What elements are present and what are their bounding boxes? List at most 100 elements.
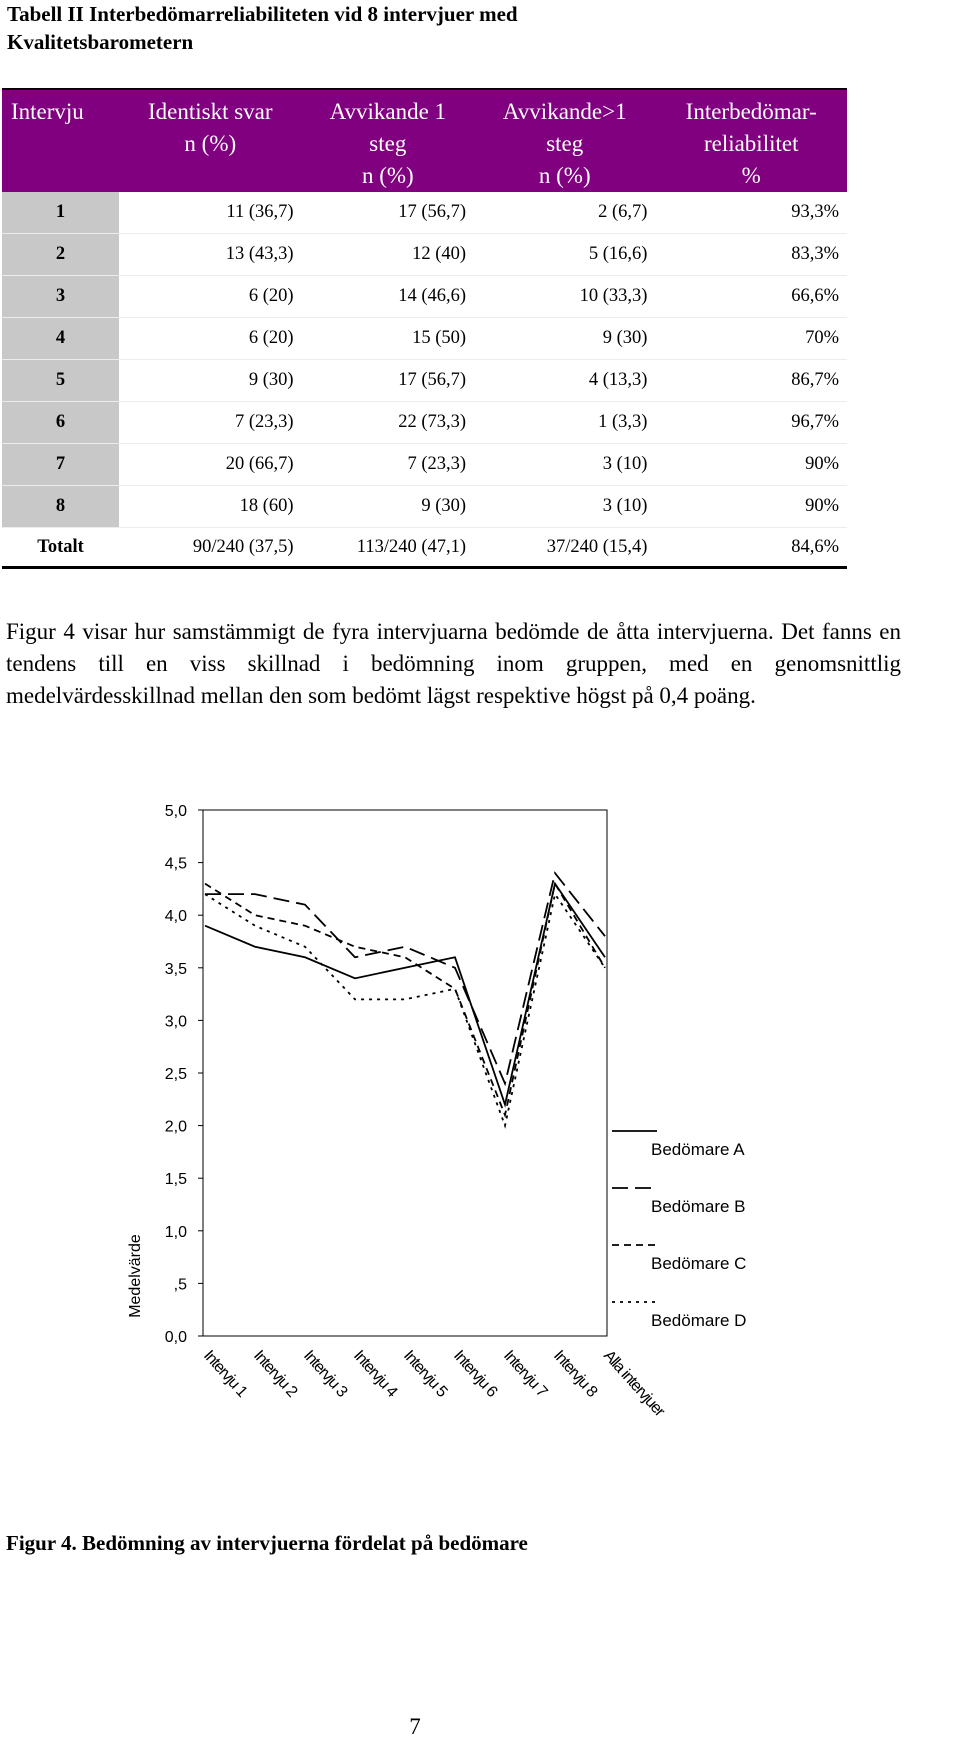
header-intervju: Intervju bbox=[2, 88, 119, 192]
table-cell: 90/240 (37,5) bbox=[119, 527, 302, 569]
x-tick-label: Intervju 7 bbox=[500, 1347, 551, 1401]
table-cell: 96,7% bbox=[655, 401, 847, 444]
table-row: 4 6 (20) 15 (50) 9 (30) 70% bbox=[2, 317, 847, 360]
table-row: 2 13 (43,3) 12 (40) 5 (16,6) 83,3% bbox=[2, 233, 847, 276]
table-row: 1 11 (36,7) 17 (56,7) 2 (6,7) 93,3% bbox=[2, 192, 847, 234]
header-avvikande-over-1-steg: Avvikande>1 steg n (%) bbox=[474, 88, 656, 192]
legend-label: Bedömare A bbox=[651, 1140, 745, 1159]
header-line: n (%) bbox=[361, 163, 414, 188]
table-row: 5 9 (30) 17 (56,7) 4 (13,3) 86,7% bbox=[2, 359, 847, 402]
y-tick-label: 3,0 bbox=[165, 1013, 187, 1030]
table-cell: 3 (10) bbox=[474, 485, 656, 528]
y-tick-label: 2,0 bbox=[165, 1119, 187, 1136]
series-line-3 bbox=[204, 881, 606, 1119]
row-label: 2 bbox=[2, 233, 119, 276]
header-line: reliabilitet bbox=[703, 131, 799, 156]
line-chart: 0,0 ,5 1,0 1,5 2,0 2,5 3,0 3,5 4,0 4,5 5,0 Medelvär… bbox=[127, 803, 746, 1421]
table-cell: 86,7% bbox=[655, 359, 847, 402]
table-cell: 113/240 (47,1) bbox=[301, 527, 475, 569]
table-title: Tabell II Interbedömarreliabiliteten vid… bbox=[7, 0, 767, 56]
table-cell: 15 (50) bbox=[301, 317, 475, 360]
x-tick-label: Intervju 3 bbox=[300, 1347, 351, 1401]
x-tick-label: Intervju 1 bbox=[200, 1347, 251, 1401]
row-label: 5 bbox=[2, 359, 119, 402]
legend-label: Bedömare C bbox=[651, 1254, 746, 1273]
header-identiskt-svar: Identiskt svar n (%) bbox=[119, 88, 302, 192]
header-line: Avvikande>1 bbox=[502, 99, 627, 124]
table-cell: 12 (40) bbox=[301, 233, 475, 276]
reliability-table: Intervju Identiskt svar n (%) Avvikande … bbox=[2, 88, 847, 569]
row-label: 4 bbox=[2, 317, 119, 360]
header-interbedomarreliabilitet: Interbedömar- reliabilitet % bbox=[655, 88, 847, 192]
y-tick-label: ,5 bbox=[174, 1276, 187, 1293]
x-tick-label: Intervju 6 bbox=[450, 1347, 501, 1401]
table-cell: 18 (60) bbox=[119, 485, 302, 528]
table-title-line: Tabell II Interbedömarreliabiliteten vid… bbox=[7, 2, 518, 26]
table-total-row: Totalt 90/240 (37,5) 113/240 (47,1) 37/2… bbox=[2, 527, 847, 569]
legend-label: Bedömare B bbox=[651, 1197, 746, 1216]
table-row: 3 6 (20) 14 (46,6) 10 (33,3) 66,6% bbox=[2, 275, 847, 318]
x-tick-label: Intervju 2 bbox=[250, 1347, 301, 1401]
header-line: n (%) bbox=[184, 131, 237, 156]
legend-label: Bedömare D bbox=[651, 1311, 746, 1330]
row-label: 3 bbox=[2, 275, 119, 318]
x-tick-label: Intervju 5 bbox=[400, 1347, 451, 1401]
table-cell: 70% bbox=[655, 317, 847, 360]
series-line-1 bbox=[204, 881, 606, 1108]
table-cell: 9 (30) bbox=[474, 317, 656, 360]
table-cell: 84,6% bbox=[655, 527, 847, 569]
series-line-2 bbox=[205, 871, 606, 1087]
table-title-line: Kvalitetsbarometern bbox=[7, 30, 194, 54]
row-label: 6 bbox=[2, 401, 119, 444]
header-line: Avvikande 1 bbox=[329, 99, 447, 124]
header-line: Interbedömar- bbox=[685, 99, 817, 124]
figure-caption: Figur 4. Bedömning av intervjuerna förde… bbox=[6, 1531, 528, 1555]
table-cell: 22 (73,3) bbox=[301, 401, 475, 444]
x-tick-label: Alla intervjuer bbox=[600, 1347, 669, 1421]
table-row: 7 20 (66,7) 7 (23,3) 3 (10) 90% bbox=[2, 443, 847, 486]
table-cell: 10 (33,3) bbox=[474, 275, 656, 318]
table-cell: 2 (6,7) bbox=[474, 192, 656, 234]
table-cell: 11 (36,7) bbox=[119, 192, 302, 234]
table-cell: 9 (30) bbox=[301, 485, 475, 528]
row-label: 8 bbox=[2, 485, 119, 528]
table-cell: 90% bbox=[655, 485, 847, 528]
body-paragraph: Figur 4 visar hur samstämmigt de fyra in… bbox=[6, 619, 901, 708]
table-header-row: Intervju Identiskt svar n (%) Avvikande … bbox=[2, 88, 847, 192]
table-cell: 83,3% bbox=[655, 233, 847, 276]
table-cell: 4 (13,3) bbox=[474, 359, 656, 402]
y-tick-label: 5,0 bbox=[165, 803, 187, 820]
y-tick-label: 4,0 bbox=[165, 908, 187, 925]
table-cell: 14 (46,6) bbox=[301, 275, 475, 318]
row-label: 1 bbox=[2, 192, 119, 234]
y-axis-label: Medelvärde bbox=[127, 1234, 144, 1318]
row-label: 7 bbox=[2, 443, 119, 486]
table-cell: 17 (56,7) bbox=[301, 192, 475, 234]
header-line: steg bbox=[546, 131, 584, 156]
y-tick-label: 2,5 bbox=[165, 1066, 187, 1083]
table-cell: 9 (30) bbox=[119, 359, 302, 402]
header-line: steg bbox=[369, 131, 407, 156]
header-line: n (%) bbox=[538, 163, 591, 188]
table-cell: 13 (43,3) bbox=[119, 233, 302, 276]
y-tick-label: 3,5 bbox=[165, 961, 187, 978]
table-cell: 1 (3,3) bbox=[474, 401, 656, 444]
x-tick-label: Intervju 4 bbox=[350, 1347, 401, 1401]
table-cell: 7 (23,3) bbox=[301, 443, 475, 486]
y-tick-label: 0,0 bbox=[165, 1329, 187, 1346]
table-cell: 17 (56,7) bbox=[301, 359, 475, 402]
page-number: 7 bbox=[409, 1714, 421, 1739]
table-cell: 6 (20) bbox=[119, 317, 302, 360]
row-label: Totalt bbox=[2, 527, 119, 569]
header-line: Intervju bbox=[11, 99, 84, 124]
table-cell: 66,6% bbox=[655, 275, 847, 318]
header-avvikande-1-steg: Avvikande 1 steg n (%) bbox=[301, 88, 475, 192]
table-row: 6 7 (23,3) 22 (73,3) 1 (3,3) 96,7% bbox=[2, 401, 847, 444]
table-cell: 20 (66,7) bbox=[119, 443, 302, 486]
table-cell: 7 (23,3) bbox=[119, 401, 302, 444]
table-cell: 5 (16,6) bbox=[474, 233, 656, 276]
table-cell: 93,3% bbox=[655, 192, 847, 234]
header-line: % bbox=[741, 163, 761, 188]
x-tick-label: Intervju 8 bbox=[550, 1347, 601, 1401]
table-cell: 6 (20) bbox=[119, 275, 302, 318]
